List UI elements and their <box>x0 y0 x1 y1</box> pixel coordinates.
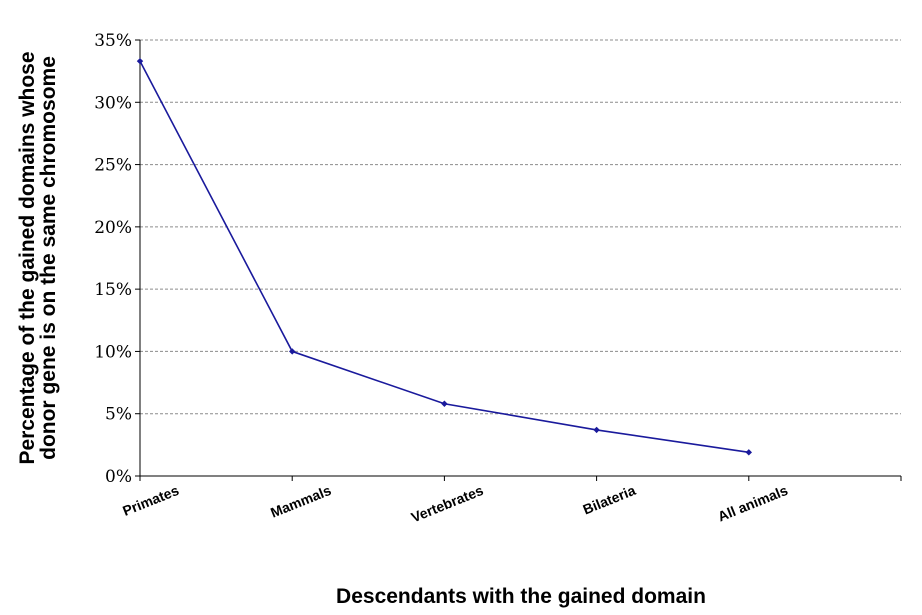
x-tick-label: Primates <box>120 482 181 519</box>
y-tick-label: 20% <box>94 218 132 238</box>
y-tick-label: 25% <box>94 156 132 176</box>
y-axis-title-line-2: donor gene is on the same chromosome <box>37 56 60 460</box>
x-tick-label: Mammals <box>268 482 333 521</box>
y-tick-label: 0% <box>105 467 132 487</box>
data-point <box>289 348 296 355</box>
x-tick-label: Bilateria <box>581 482 638 518</box>
x-tick-label: All animals <box>715 482 790 525</box>
data-point <box>745 449 752 456</box>
axes <box>139 40 901 477</box>
x-tick-label: Vertebrates <box>409 482 486 525</box>
y-tick-label: 30% <box>94 93 132 113</box>
y-tick-labels: 0% 5% 10% 15% 20% 25% 30% 35% <box>94 31 140 487</box>
series-line <box>139 60 749 454</box>
x-axis-title: Descendants with the gained domain <box>336 585 706 608</box>
y-tick-label: 15% <box>94 280 132 300</box>
data-point <box>441 400 448 407</box>
series <box>136 57 752 456</box>
x-tick-labels: Primates Mammals Vertebrates Bilateria All a… <box>120 476 902 525</box>
y-tick-label: 35% <box>94 31 132 51</box>
y-axis-title-line-1: Percentage of the gained domains whose <box>16 51 39 464</box>
data-point <box>593 426 600 434</box>
y-tick-label: 5% <box>105 405 132 425</box>
data-point <box>136 57 144 65</box>
gridlines <box>140 39 901 415</box>
y-axis-title: Percentage of the gained domains whose d… <box>16 51 60 464</box>
y-tick-label: 10% <box>94 342 132 362</box>
